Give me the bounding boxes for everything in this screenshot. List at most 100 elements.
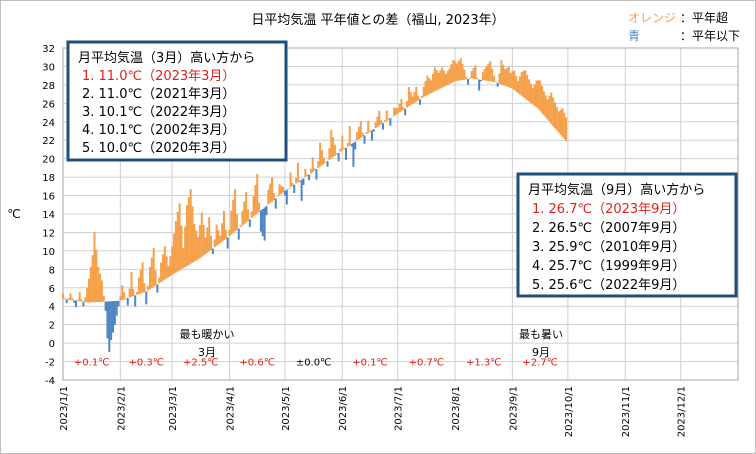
daily-bar [62,293,65,299]
monthly-anomaly-label: +0.1℃ [74,358,110,369]
daily-bar [563,112,566,139]
annotation-september-top: 最も暑い [519,328,563,341]
daily-bar [287,188,290,190]
daily-bar [306,174,309,176]
daily-bar [87,278,90,303]
daily-bar [361,132,364,137]
daily-bar [454,61,457,82]
x-tick-label: 2023/4/1 [225,386,236,431]
daily-bar [463,69,466,80]
daily-bar [443,70,446,87]
daily-bar [430,80,433,94]
daily-bar [470,71,473,79]
daily-bar [552,97,555,127]
daily-bar [65,299,68,304]
daily-bar [531,87,534,105]
daily-bar [86,287,89,303]
daily-bar [500,60,503,85]
daily-bar [293,184,296,193]
daily-bar [280,185,283,194]
daily-bar [393,107,396,116]
y-tick-label: 12 [42,228,55,239]
daily-bar [346,142,349,147]
daily-bar [63,298,66,300]
y-tick-label: 22 [42,136,55,147]
daily-bar [298,180,301,182]
x-tick-label: 2023/9/1 [508,386,519,431]
daily-bar [431,73,434,93]
daily-bar [169,256,172,277]
daily-bar [444,73,447,86]
chart-title: 日平均気温 平年値との差（福山, 2023年） [251,12,504,28]
daily-bar [357,126,360,140]
daily-bar [259,210,262,232]
y-axis-label: ℃ [7,207,20,221]
annotation-september-bottom: 9月 [532,346,550,359]
daily-bar [121,285,124,301]
daily-bar [191,206,194,263]
daily-bar [439,70,442,89]
daily-bar [400,99,403,112]
daily-bar [513,70,516,91]
daily-bar [276,196,279,198]
daily-bar [195,230,198,261]
daily-bar [535,80,538,108]
x-tick-label: 2023/8/1 [451,386,462,431]
daily-bar [446,71,449,85]
daily-bar [234,189,237,232]
daily-bar [200,212,203,257]
daily-bar [197,237,200,260]
y-tick-label: 6 [49,284,55,295]
daily-bar [254,184,257,215]
daily-bar [222,210,225,241]
daily-bar [496,82,499,87]
daily-bar [80,299,83,302]
daily-bar [520,71,523,96]
daily-bar [394,107,397,115]
ranking-march-item-3: 3. 10.1℃（2022年3月） [82,105,235,120]
daily-bar [308,174,311,181]
ranking-box-march-frame [66,40,288,162]
daily-bar [478,79,481,91]
daily-bar [300,179,303,201]
monthly-anomaly-label: +1.3℃ [466,358,502,369]
daily-bar [193,223,196,262]
daily-bar [126,298,129,306]
daily-bar [418,99,421,105]
daily-bar [494,81,497,83]
daily-bar [73,300,76,303]
daily-bar [182,247,185,269]
daily-bar [441,67,444,88]
daily-bar [250,211,253,218]
daily-bar [526,74,529,101]
annotation-march-top: 最も暖かい [180,328,235,341]
daily-bar [152,247,155,287]
daily-bar [76,299,79,301]
ranking-september-item-5: 5. 25.6℃（2022年9月） [532,278,685,293]
daily-bar [132,289,135,297]
daily-bar [174,221,177,273]
daily-bar [542,91,545,116]
daily-bar [332,137,335,158]
daily-bar [539,80,542,112]
daily-bar [104,301,107,311]
daily-bar [208,217,211,252]
daily-bar [128,288,131,298]
x-tick-labels: 2023/1/1 2023/2/1 2023/3/1 2023/4/1 2023/5/1… [59,386,688,437]
ranking-march-item-2: 2. 11.0℃（2021年3月） [82,87,235,102]
annotation-march: 最も暖かい 3月 [180,328,235,359]
daily-bar [372,129,375,132]
y-tick-label: 14 [42,210,55,221]
y-tick-label: 4 [49,302,55,313]
daily-bar [559,109,562,135]
daily-bar [491,68,494,82]
daily-bar [409,91,412,106]
daily-bar [145,291,148,305]
ranking-box-september-frame [516,172,738,298]
daily-bar [115,300,118,316]
daily-bar [274,198,277,209]
daily-bar [158,277,161,284]
ranking-march-item-1: 1. 11.0℃（2023年3月） [82,69,235,84]
daily-bar [261,208,264,237]
daily-bar [226,237,229,249]
